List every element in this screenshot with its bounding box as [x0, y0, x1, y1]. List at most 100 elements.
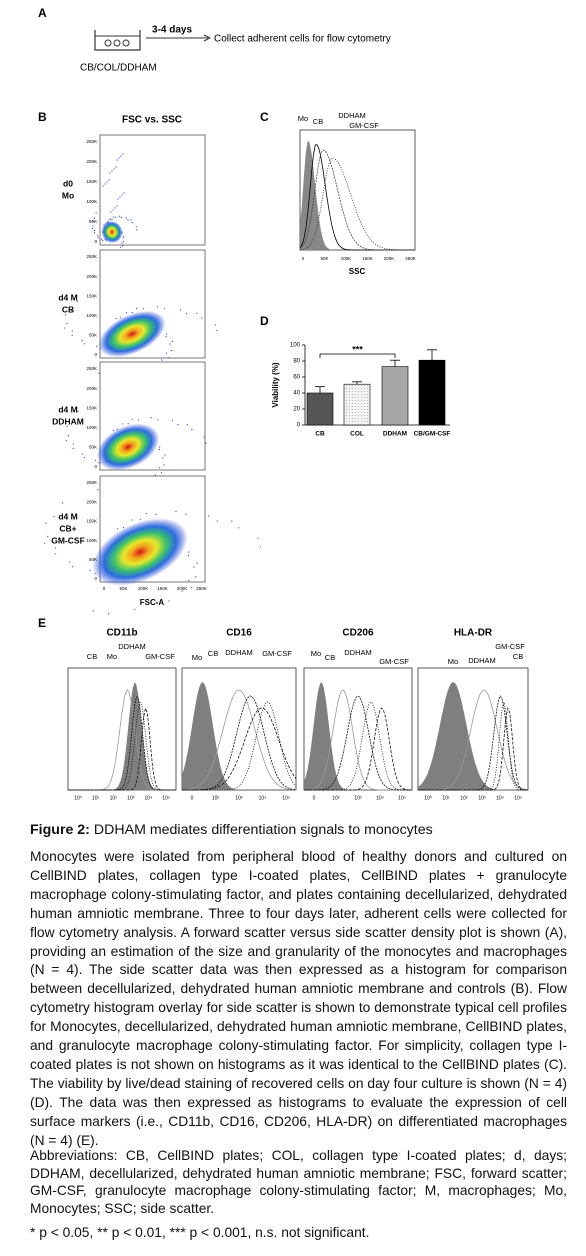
scatter-dot: [106, 181, 108, 183]
scatter-dot: [107, 221, 110, 224]
scatter-dot: [47, 535, 49, 537]
row-label: d0: [63, 178, 73, 188]
x-tick-label: 10³: [235, 795, 243, 801]
histogram-label: DDHAM: [225, 648, 253, 657]
significance-bracket: [319, 353, 396, 358]
scatter-dot: [76, 300, 79, 302]
panel-label: C: [260, 110, 269, 124]
scatter-dot: [165, 335, 167, 337]
scatter-dot: [110, 211, 112, 213]
y-tick-label: 50K: [89, 219, 97, 224]
scatter-dot: [171, 420, 174, 422]
scatter-dot: [156, 306, 159, 308]
y-tick-label: 250K: [86, 480, 97, 485]
scatter-dot: [118, 157, 120, 159]
panel-label: E: [38, 616, 46, 630]
row-label: CB+: [59, 523, 76, 533]
scatter-dot: [107, 220, 109, 222]
histogram-line: [181, 689, 297, 791]
scatter-dot: [208, 515, 210, 517]
scatter-dot: [119, 317, 121, 319]
scatter-dot: [259, 546, 261, 548]
histogram-title: CD11b: [106, 628, 137, 639]
scatter-dot: [104, 238, 106, 240]
y-tick-label: 250K: [86, 139, 97, 144]
scatter-dot: [68, 561, 71, 563]
scatter-dot: [108, 613, 110, 615]
x-tick-label: COL: [350, 431, 364, 438]
histogram-label: Mo: [107, 652, 117, 661]
duration: 3-4 days: [152, 25, 192, 36]
scatter-dot: [161, 359, 163, 361]
y-tick-label: 40: [293, 391, 300, 397]
x-tick-label: 10³: [127, 795, 135, 801]
y-tick-label: 250K: [86, 254, 97, 259]
scatter-dot: [175, 510, 177, 512]
scatter-dot: [98, 372, 100, 374]
x-tick-label: CB/GM-CSF: [414, 431, 451, 438]
row-label: Mo: [62, 190, 74, 200]
histogram-line: [418, 707, 528, 791]
scatter-dot: [187, 554, 190, 557]
scatter-dot: [122, 527, 125, 529]
scatter-dot: [45, 522, 47, 524]
scatter-dot: [120, 246, 122, 248]
scatter-dot: [155, 601, 157, 604]
histogram-label: GM-CSF: [262, 649, 292, 658]
y-tick-label: 80: [293, 359, 300, 365]
scatter-dot: [44, 542, 46, 544]
histogram-fill: [304, 682, 412, 790]
step: Collect adherent cells for flow cytometr…: [214, 34, 391, 45]
x-tick-label: 10²: [460, 795, 468, 801]
scatter-dot: [162, 457, 164, 459]
scatter-dot: [120, 216, 123, 218]
x-tick-label: 250K: [196, 586, 207, 591]
x-tick-label: 100K: [138, 586, 149, 591]
x-tick-label: 0: [191, 795, 194, 801]
scatter-dot: [92, 225, 94, 227]
y-tick-label: 250K: [86, 366, 97, 371]
y-tick-label: 200K: [86, 274, 97, 279]
scatter-dot: [70, 309, 72, 312]
x-tick-label: 200K: [384, 256, 395, 261]
x-tick-label: 10²: [110, 795, 118, 801]
scatter-dot: [145, 512, 147, 515]
scatter-dot: [139, 519, 141, 521]
scatter-dot: [102, 231, 104, 233]
scatter-dot: [179, 309, 182, 311]
x-tick-label: 10⁴: [259, 795, 267, 801]
histogram-fill: [182, 682, 296, 790]
scatter-dot: [92, 610, 94, 612]
scatter-dot: [95, 459, 97, 461]
scatter-dot: [121, 194, 123, 196]
scatter-dot: [167, 357, 170, 359]
x-tick-label: 10¹: [92, 795, 100, 801]
scatter-dot: [83, 343, 86, 345]
density-cloud: [101, 220, 123, 244]
row-label: CB: [62, 304, 74, 314]
scatter-dot: [131, 418, 133, 420]
scatter-dot: [201, 317, 203, 319]
scatter-dot: [191, 587, 193, 589]
dish-icon: [94, 30, 141, 51]
density-cloud: [96, 423, 160, 471]
scatter-dot: [135, 226, 137, 228]
conditions: CB/COL/DDHAM: [80, 63, 157, 74]
scatter-dot: [72, 447, 74, 449]
y-tick-label: 0: [94, 576, 97, 581]
density-cloud: [98, 310, 166, 358]
significance-label: ***: [352, 344, 363, 354]
scatter-dot: [214, 324, 216, 326]
x-tick-label: 10¹: [442, 795, 450, 801]
histogram-line: [182, 701, 297, 791]
x-tick-label: 10⁰: [424, 795, 432, 801]
scatter-dot: [131, 222, 133, 224]
scatter-dot: [122, 423, 124, 425]
y-tick-label: 50K: [89, 445, 97, 450]
x-tick-label: 150K: [362, 256, 373, 261]
scatter-dot: [131, 311, 133, 314]
scatter-dot: [216, 520, 218, 522]
scatter-dot: [98, 462, 100, 464]
scatter-dot: [191, 428, 193, 431]
